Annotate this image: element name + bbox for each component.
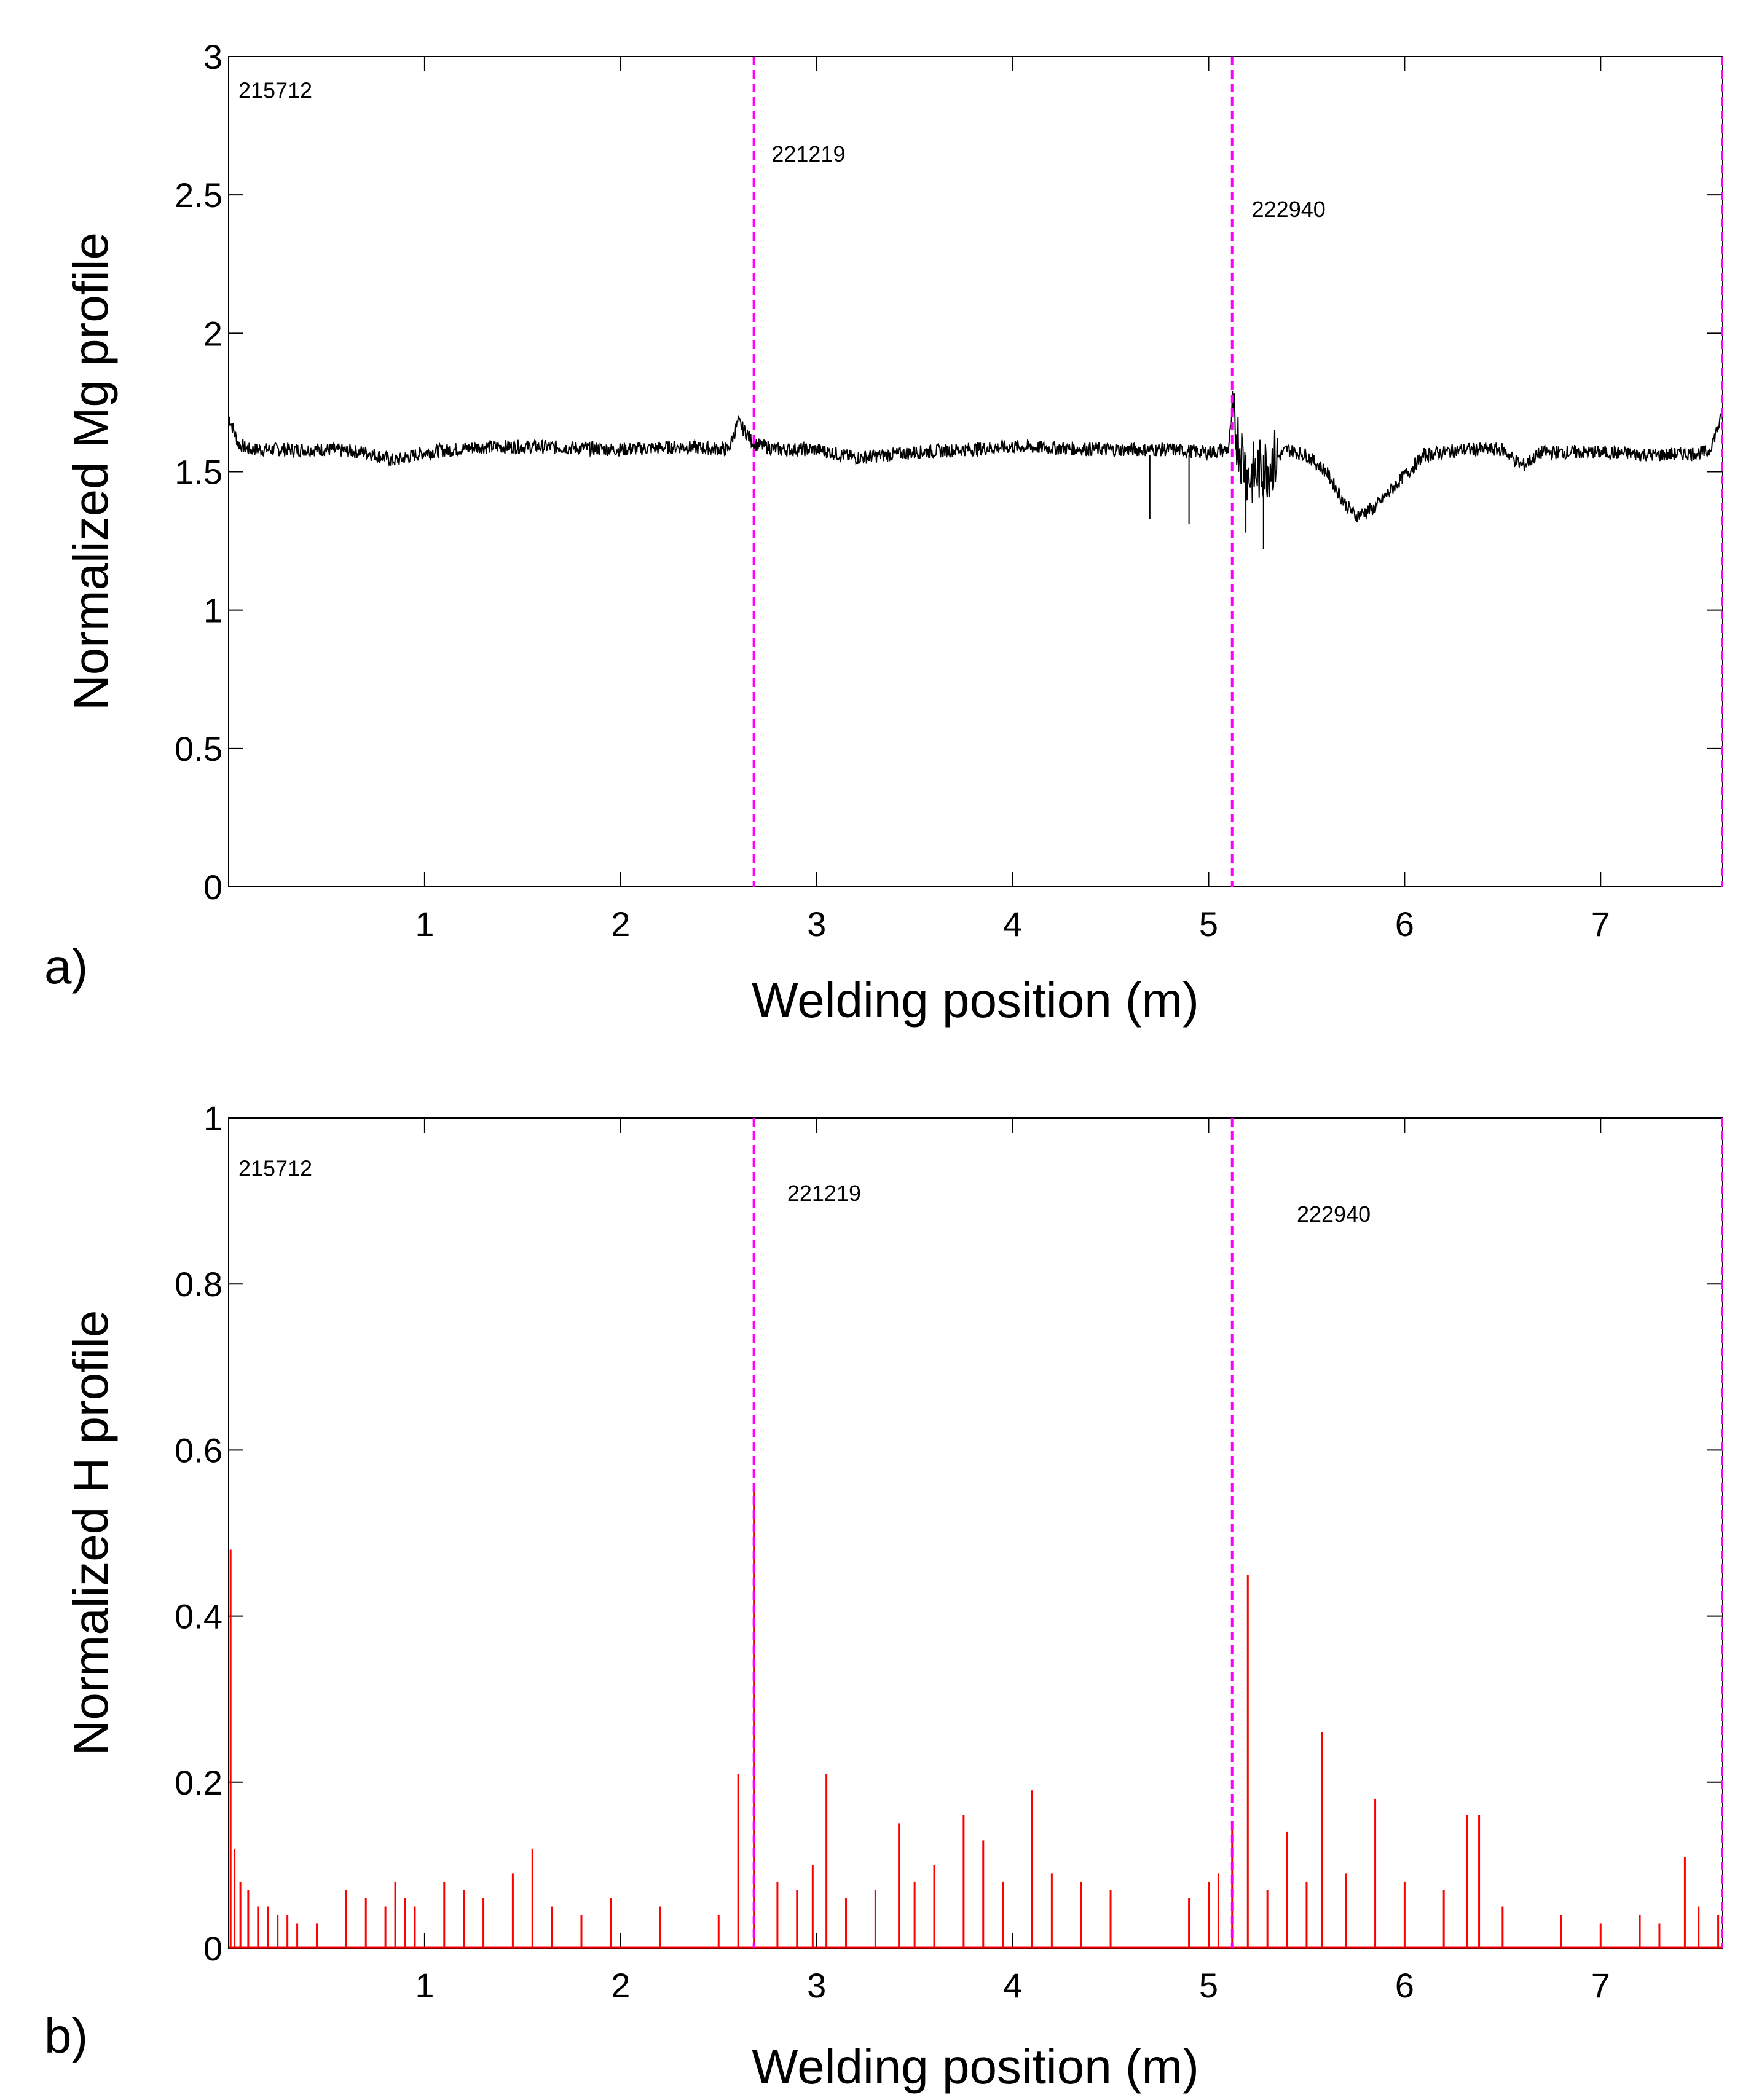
y-tick-label: 1.5	[175, 453, 222, 492]
segment-id-label: 222940	[1252, 197, 1326, 222]
panel-label: a)	[44, 939, 88, 994]
y-tick-label: 0.5	[175, 729, 222, 768]
plot-frame	[228, 1117, 1723, 1949]
y-tick-label: 0.4	[175, 1597, 222, 1636]
mg-profile-line	[228, 391, 1723, 523]
y-tick-label: 1	[203, 1099, 222, 1138]
y-tick-label: 0.2	[175, 1763, 222, 1802]
x-tick-label: 1	[415, 905, 434, 943]
x-tick-label: 7	[1591, 905, 1610, 943]
y-tick-label: 0	[203, 1929, 222, 1968]
y-tick-label: 2	[203, 314, 222, 353]
x-tick-label: 1	[415, 1966, 434, 2005]
panel-label: b)	[44, 2008, 88, 2063]
y-tick-label: 0	[203, 868, 222, 906]
x-tick-label: 5	[1199, 1966, 1218, 2005]
x-tick-label: 7	[1591, 1966, 1610, 2005]
y-tick-label: 1	[203, 591, 222, 630]
x-axis-label: Welding position (m)	[752, 973, 1199, 1028]
x-tick-label: 4	[1003, 1966, 1022, 2005]
segment-id-label: 221219	[787, 1181, 861, 1206]
y-tick-label: 0.8	[175, 1265, 222, 1304]
y-axis-label: Normalized H profile	[63, 1310, 118, 1756]
y-tick-label: 3	[203, 37, 222, 76]
x-tick-label: 3	[807, 905, 826, 943]
x-tick-label: 2	[611, 1966, 630, 2005]
x-tick-label: 6	[1395, 1966, 1414, 2005]
x-axis-label: Welding position (m)	[752, 2039, 1199, 2094]
x-tick-label: 3	[807, 1966, 826, 2005]
x-tick-label: 2	[611, 905, 630, 943]
panel-a-mg-profile-chart: 0 0.5 1 1.5 2 2.5 3 1 2 3 4 5 6 7 215712 221219 222940 We…	[44, 37, 1723, 1028]
panel-b-h-profile-chart: 0 0.2 0.4 0.6 0.8 1 1 2 3 4 5 6 7 215712 221219 222940 W…	[44, 1099, 1723, 2094]
x-tick-label: 6	[1395, 905, 1414, 943]
y-tick-label: 2.5	[175, 176, 222, 214]
segment-id-label: 221219	[771, 141, 845, 167]
x-tick-label: 5	[1199, 905, 1218, 943]
segment-id-label: 215712	[238, 78, 312, 103]
x-tick-label: 4	[1003, 905, 1022, 943]
y-tick-label: 0.6	[175, 1431, 222, 1469]
y-axis-label: Normalized Mg profile	[63, 232, 118, 710]
segment-id-label: 222940	[1297, 1201, 1371, 1227]
plot-frame	[228, 56, 1723, 887]
segment-id-label: 215712	[238, 1156, 312, 1181]
